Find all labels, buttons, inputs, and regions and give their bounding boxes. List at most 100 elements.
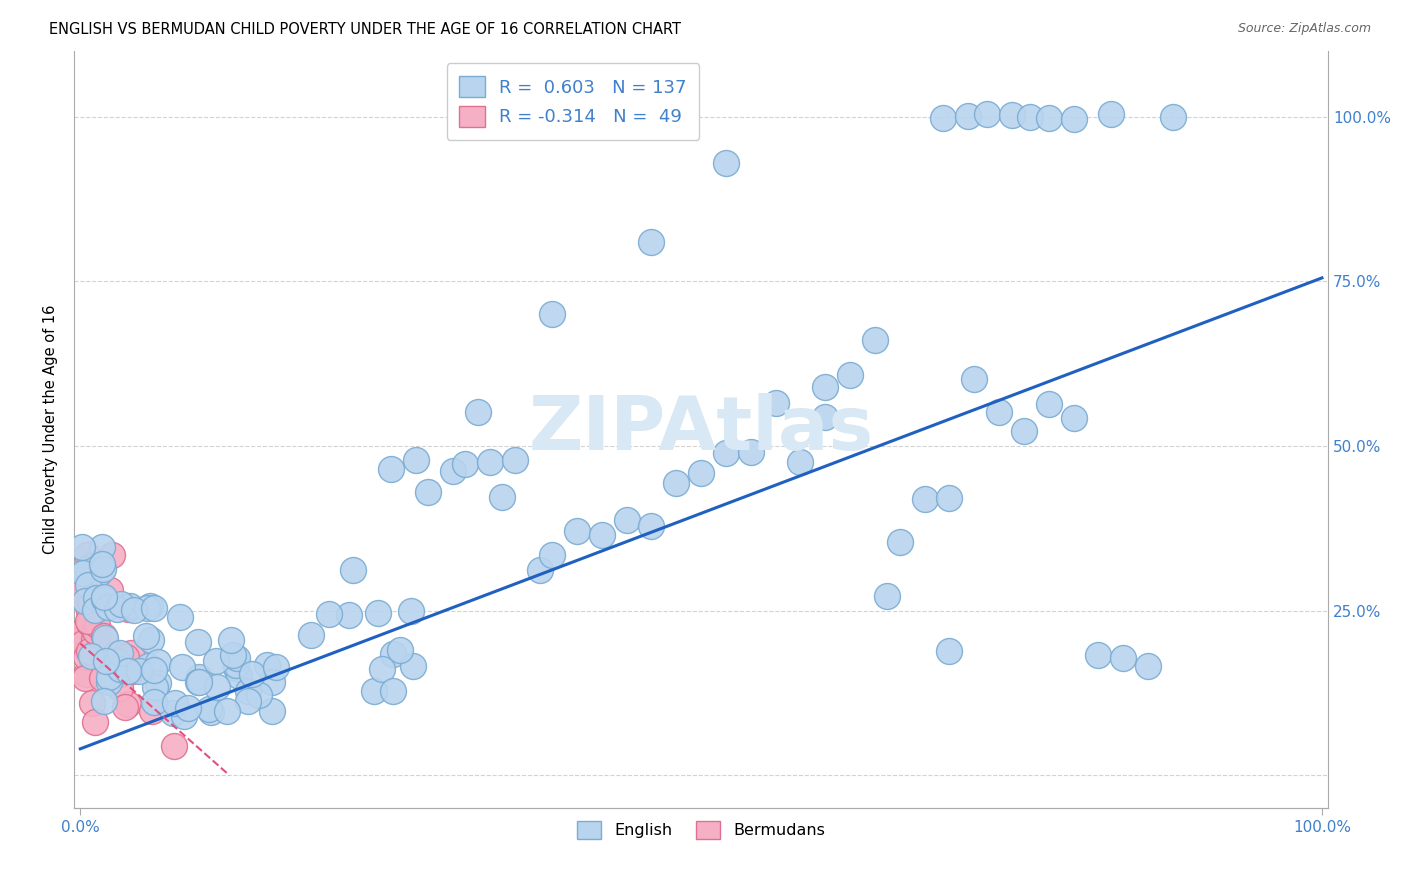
Point: [957, 109, 980, 123]
Point: [173, 708, 195, 723]
Point: [136, 601, 159, 615]
Point: [228, 668, 250, 682]
Point: [142, 663, 165, 677]
Point: [98, 671, 121, 685]
Point: [79, 604, 101, 618]
Point: [72, 631, 94, 645]
Point: [205, 680, 228, 694]
Point: [714, 446, 737, 460]
Point: [416, 485, 439, 500]
Point: [105, 656, 128, 670]
Point: [367, 607, 389, 621]
Point: [105, 654, 128, 668]
Point: [77, 594, 100, 608]
Point: [1087, 648, 1109, 662]
Point: [97, 674, 120, 689]
Point: [76, 562, 98, 576]
Point: [402, 658, 425, 673]
Point: [108, 662, 131, 676]
Point: [91, 541, 114, 555]
Point: [76, 548, 98, 562]
Point: [93, 591, 115, 605]
Point: [814, 409, 837, 424]
Point: [94, 631, 117, 645]
Point: [339, 607, 361, 622]
Point: [87, 562, 110, 576]
Point: [75, 632, 97, 646]
Text: Source: ZipAtlas.com: Source: ZipAtlas.com: [1237, 22, 1371, 36]
Point: [197, 702, 219, 716]
Point: [1137, 659, 1160, 673]
Point: [122, 603, 145, 617]
Point: [1112, 651, 1135, 665]
Point: [932, 111, 955, 125]
Point: [187, 635, 209, 649]
Point: [93, 591, 115, 606]
Point: [1161, 110, 1184, 124]
Legend: English, Bermudans: English, Bermudans: [571, 814, 831, 846]
Point: [765, 396, 787, 410]
Point: [121, 665, 143, 679]
Point: [70, 625, 93, 640]
Point: [72, 639, 94, 653]
Point: [187, 674, 209, 689]
Point: [72, 636, 94, 650]
Point: [401, 604, 423, 618]
Point: [1099, 107, 1122, 121]
Point: [938, 644, 960, 658]
Point: [529, 562, 551, 576]
Point: [72, 572, 94, 586]
Point: [83, 567, 105, 582]
Point: [1012, 424, 1035, 438]
Point: [141, 704, 163, 718]
Point: [963, 372, 986, 386]
Point: [363, 684, 385, 698]
Point: [914, 491, 936, 506]
Point: [938, 491, 960, 505]
Point: [138, 599, 160, 613]
Point: [467, 404, 489, 418]
Point: [108, 666, 131, 681]
Point: [1063, 112, 1085, 126]
Point: [146, 655, 169, 669]
Point: [789, 454, 811, 468]
Point: [72, 624, 94, 638]
Point: [136, 658, 159, 673]
Point: [86, 618, 108, 632]
Point: [318, 607, 340, 621]
Point: [1063, 411, 1085, 425]
Point: [82, 567, 104, 582]
Point: [479, 455, 502, 469]
Point: [225, 658, 247, 673]
Y-axis label: Child Poverty Under the Age of 16: Child Poverty Under the Age of 16: [44, 305, 58, 554]
Point: [83, 603, 105, 617]
Point: [388, 643, 411, 657]
Point: [260, 675, 283, 690]
Point: [142, 695, 165, 709]
Point: [97, 599, 120, 614]
Point: [108, 681, 131, 695]
Point: [1000, 108, 1022, 122]
Point: [91, 561, 114, 575]
Point: [441, 464, 464, 478]
Point: [839, 368, 862, 382]
Point: [108, 646, 131, 660]
Point: [80, 597, 103, 611]
Point: [690, 467, 713, 481]
Point: [70, 541, 93, 555]
Point: [256, 658, 278, 673]
Point: [565, 524, 588, 538]
Point: [93, 694, 115, 708]
Point: [135, 629, 157, 643]
Point: [541, 307, 564, 321]
Point: [260, 704, 283, 718]
Point: [740, 445, 762, 459]
Point: [70, 582, 93, 597]
Point: [72, 566, 94, 581]
Point: [225, 651, 247, 665]
Point: [541, 548, 564, 562]
Point: [93, 629, 115, 643]
Point: [301, 628, 323, 642]
Point: [80, 559, 103, 574]
Point: [1038, 111, 1060, 125]
